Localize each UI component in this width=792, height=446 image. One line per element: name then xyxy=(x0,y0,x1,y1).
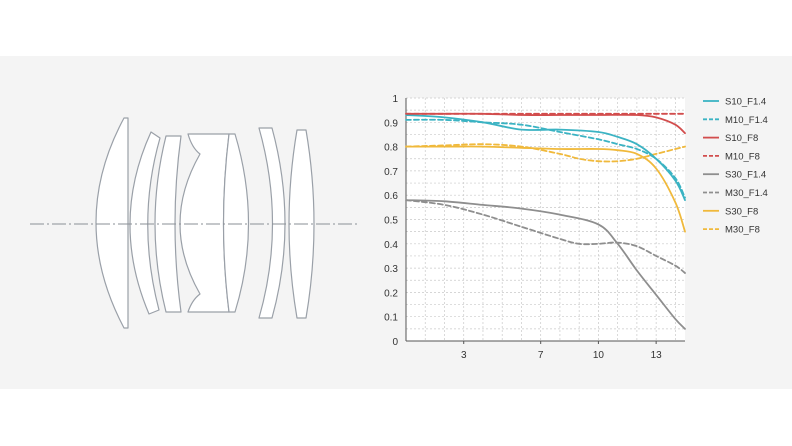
series-line-s30-f1-4 xyxy=(405,199,686,330)
y-tick-label: 0.2 xyxy=(384,288,398,299)
legend-label: M10_F8 xyxy=(725,151,760,162)
x-tick-label: 10 xyxy=(593,350,605,361)
legend-label: S30_F8 xyxy=(725,206,758,217)
y-tick-label: 0.9 xyxy=(384,118,398,129)
y-tick-label: 0.6 xyxy=(384,191,398,202)
lens-element-diagram xyxy=(30,117,360,329)
y-tick-label: 0 xyxy=(392,337,398,348)
legend-label: M30_F1.4 xyxy=(725,188,768,199)
series-line-s10-f1-4 xyxy=(405,114,686,201)
series-line-s30-f8 xyxy=(405,145,686,233)
series-line-m30-f8 xyxy=(405,143,686,163)
legend-label: S10_F1.4 xyxy=(725,97,766,108)
lens-element-1 xyxy=(95,117,129,329)
y-tick-label: 0.7 xyxy=(384,167,398,178)
series-line-s10-f8 xyxy=(405,112,686,135)
y-tick-label: 0.4 xyxy=(384,240,398,251)
lens-element-4 xyxy=(179,133,230,313)
legend-label: M30_F8 xyxy=(725,225,760,236)
axes xyxy=(405,98,685,342)
x-tick-label: 13 xyxy=(651,350,663,361)
x-tick-label: 7 xyxy=(538,350,544,361)
y-tick-labels: 0 0.1 0.2 0.3 0.4 0.5 0.6 0.7 0.8 0.9 1 xyxy=(384,94,398,348)
series-line-m30-f1-4 xyxy=(405,199,686,274)
x-tick-label: 3 xyxy=(461,350,467,361)
y-tick-label: 1 xyxy=(392,94,398,105)
x-tick-labels: 3 7 10 13 xyxy=(461,341,662,361)
lens-element-6 xyxy=(258,127,286,319)
y-tick-label: 0.3 xyxy=(384,264,398,275)
y-tick-label: 0.5 xyxy=(384,216,398,227)
mtf-chart: 0 0.1 0.2 0.3 0.4 0.5 0.6 0.7 0.8 0.9 1 3 7 10 13 S10… xyxy=(384,94,768,361)
lens-element-2 xyxy=(129,131,161,315)
y-tick-label: 0.1 xyxy=(384,313,398,324)
legend: S10_F1.4 M10_F1.4 S10_F8 M10_F8 S30_F1.4 M30_… xyxy=(703,97,768,236)
y-tick-label: 0.8 xyxy=(384,143,398,154)
legend-label: S30_F1.4 xyxy=(725,170,766,181)
legend-label: M10_F1.4 xyxy=(725,115,768,126)
legend-label: S10_F8 xyxy=(725,133,758,144)
series-lines xyxy=(405,112,686,330)
lens-element-5 xyxy=(222,133,250,313)
